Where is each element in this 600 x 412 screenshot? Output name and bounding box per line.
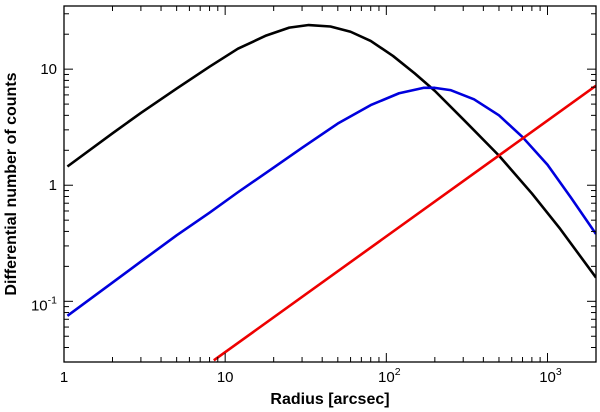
x-tick-label: 102 <box>378 366 401 386</box>
series-layer <box>66 23 596 362</box>
series-line-2 <box>66 86 596 317</box>
series-line-3 <box>213 84 596 362</box>
y-tick-label: 1 <box>49 177 57 194</box>
ticks-layer <box>63 6 597 363</box>
x-tick-label: 1 <box>60 369 68 386</box>
tick-labels: 1 10 102 103 10-1 1 10 <box>31 61 562 386</box>
y-tick-label: 10 <box>40 61 57 78</box>
x-axis-label: Radius [arcsec] <box>270 391 389 408</box>
series-line-1 <box>66 23 596 279</box>
y-axis-label: Differential number of counts <box>3 72 20 295</box>
plot-frame <box>63 5 597 363</box>
y-tick-label: 10-1 <box>31 294 57 314</box>
x-tick-label: 103 <box>539 366 562 386</box>
x-tick-label: 10 <box>217 369 234 386</box>
